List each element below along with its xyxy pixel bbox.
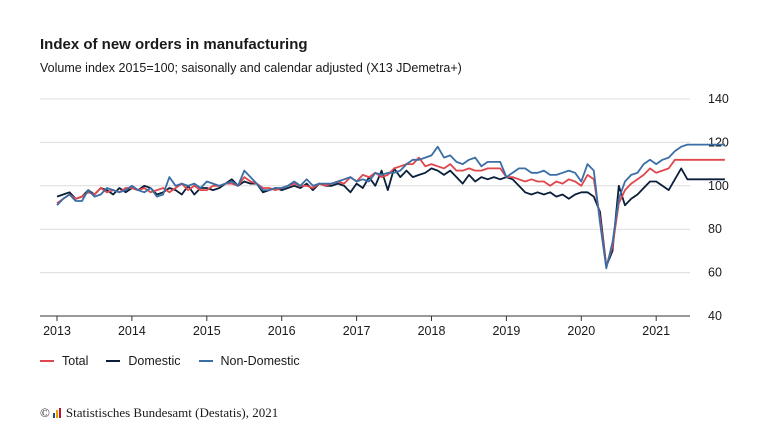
x-tick-label-2013: 2013	[43, 324, 71, 338]
x-tick-label-2016: 2016	[268, 324, 296, 338]
chart-title: Index of new orders in manufacturing	[40, 36, 308, 53]
series-line-total	[56, 156, 725, 268]
chart-subtitle: Volume index 2015=100; saisonally and ca…	[40, 61, 462, 75]
legend-label-domestic: Domestic	[128, 354, 181, 368]
y-tick-label-80: 80	[708, 222, 722, 236]
source-note: © Statistisches Bundesamt (Destatis), 20…	[40, 405, 278, 421]
x-tick-label-2017: 2017	[343, 324, 371, 338]
y-tick-label-120: 120	[708, 135, 729, 149]
legend-label-nondomestic: Non-Domestic	[220, 354, 300, 368]
y-tick-label-100: 100	[708, 179, 729, 193]
x-tick-label-2018: 2018	[418, 324, 446, 338]
legend-label-total: Total	[62, 354, 89, 368]
destatis-logo-icon	[52, 408, 62, 418]
legend-swatch-total	[40, 360, 54, 362]
x-tick-label-2019: 2019	[492, 324, 520, 338]
x-tick-label-2014: 2014	[118, 324, 146, 338]
legend-item-domestic[interactable]: Domestic	[106, 354, 181, 368]
chart-legend: Total Domestic Non-Domestic	[40, 354, 318, 368]
y-tick-label-140: 140	[708, 92, 729, 106]
legend-swatch-domestic	[106, 360, 121, 362]
copyright-symbol: ©	[40, 405, 50, 420]
y-tick-label-60: 60	[708, 266, 722, 280]
legend-item-total[interactable]: Total	[40, 354, 88, 368]
legend-item-nondomestic[interactable]: Non-Domestic	[198, 354, 300, 368]
x-tick-label-2015: 2015	[193, 324, 221, 338]
y-tick-label-40: 40	[708, 309, 722, 323]
source-text: Statistisches Bundesamt (Destatis), 2021	[65, 405, 279, 420]
series-line-nondomestic	[56, 143, 725, 270]
x-tick-label-2020: 2020	[567, 324, 595, 338]
x-tick-label-2021: 2021	[642, 324, 670, 338]
legend-swatch-nondomestic	[198, 360, 213, 362]
